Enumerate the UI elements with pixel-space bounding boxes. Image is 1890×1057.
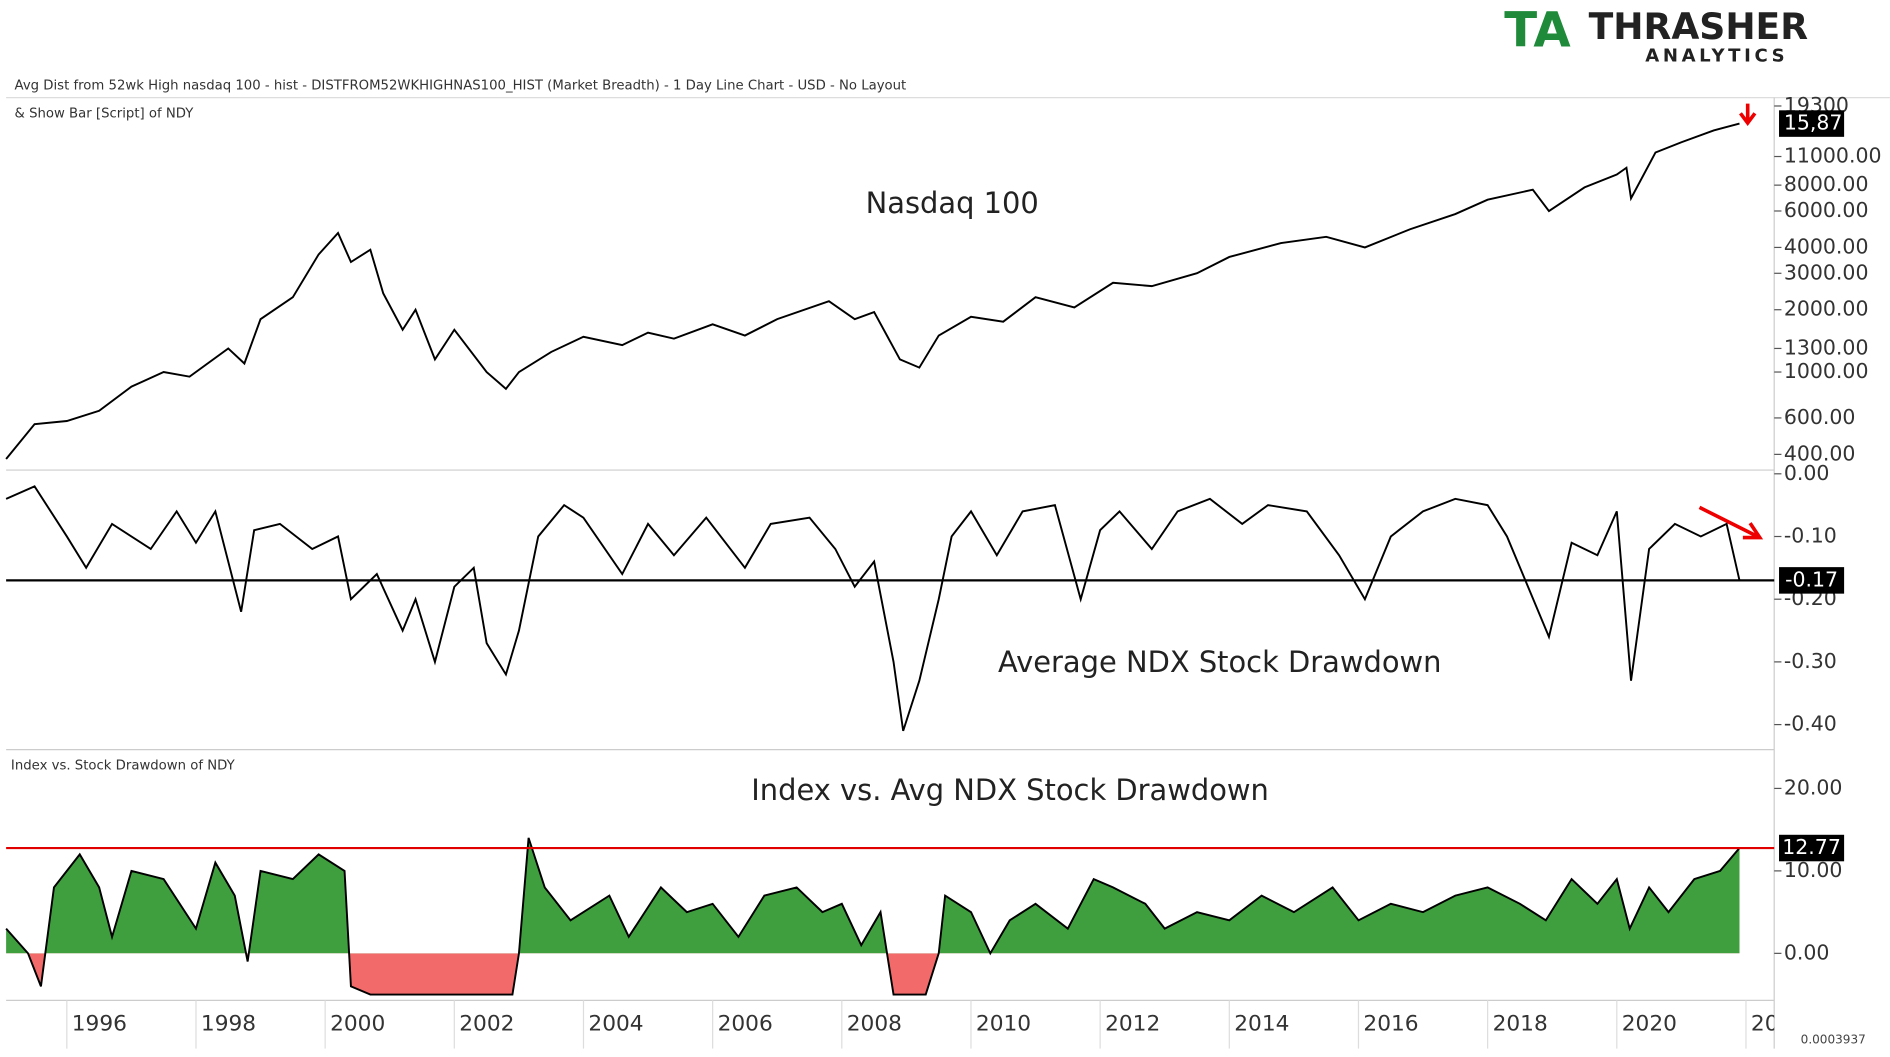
value-label: 12.77 [1782, 835, 1841, 859]
x-tick-label: 1998 [201, 1011, 256, 1036]
value-box [1779, 834, 1845, 862]
arrow [1698, 505, 1764, 540]
y-tick-label: 4000.00 [1784, 234, 1869, 258]
y-tick-label: -0.30 [1784, 649, 1837, 673]
value-box [1779, 110, 1845, 137]
y-tick-label: 0.00 [1784, 940, 1830, 964]
y-tick-label: 0.00 [1784, 461, 1830, 485]
y-tick-label: 2000.00 [1784, 297, 1869, 321]
area-below [6, 953, 1740, 995]
y-tick-label: -0.10 [1784, 524, 1837, 548]
x-tick-label: 2010 [976, 1011, 1031, 1036]
x-tick-label: 2018 [1493, 1011, 1548, 1036]
y-tick-label: 6000.00 [1784, 198, 1869, 222]
panel-title: Index vs. Avg NDX Stock Drawdown [751, 773, 1269, 807]
panel [5, 485, 1741, 732]
x-tick-label: 2004 [588, 1011, 643, 1036]
x-tick-label: 2022 [1751, 1011, 1806, 1036]
panel-title: Nasdaq 100 [866, 186, 1039, 220]
y-tick-label: 20.00 [1784, 775, 1843, 799]
x-tick-label: 2006 [718, 1011, 773, 1036]
x-tick-label: 2000 [330, 1011, 385, 1036]
x-tick-label: 2020 [1622, 1011, 1677, 1036]
y-tick-label: 1300.00 [1784, 335, 1869, 359]
panel-title: Average NDX Stock Drawdown [998, 645, 1441, 679]
panel-label: & Show Bar [Script] of NDY [15, 106, 195, 121]
footer-scale: 0.0003937 [1801, 1033, 1866, 1047]
value-label: -0.17 [1785, 567, 1838, 591]
x-tick-label: 1996 [72, 1011, 127, 1036]
header: Avg Dist from 52wk High nasdaq 100 - his… [15, 79, 907, 94]
x-tick-label: 2014 [1234, 1011, 1289, 1036]
area-above [6, 837, 1740, 954]
logo-mark: TA [1504, 3, 1571, 59]
y-tick-label: 600.00 [1784, 405, 1856, 429]
x-tick-label: 2016 [1363, 1011, 1418, 1036]
y-tick-label: 10.00 [1784, 858, 1843, 882]
logo-sub: ANALYTICS [1645, 46, 1788, 67]
y-tick-label: 400.00 [1784, 441, 1856, 465]
y-tick-label: 3000.00 [1784, 260, 1869, 284]
value-label: 15,87 [1784, 111, 1843, 135]
x-tick-label: 2002 [459, 1011, 514, 1036]
line [5, 485, 1741, 732]
y-tick-label: 8000.00 [1784, 172, 1869, 196]
panel-label: Index vs. Stock Drawdown of NDY [11, 758, 236, 773]
x-axis: 1996 1998 2000 2002 2004 2006 2008 2010 2012 2014… [66, 1000, 1806, 1049]
line [5, 837, 1741, 996]
arrow [1739, 103, 1757, 126]
panel [5, 122, 1740, 460]
x-tick-label: 2008 [847, 1011, 902, 1036]
line [5, 122, 1740, 460]
y-tick-label: -0.40 [1784, 712, 1837, 736]
x-tick-label: 2012 [1105, 1011, 1160, 1036]
panel [5, 837, 1741, 996]
value-box [1779, 567, 1845, 594]
logo-name: THRASHER [1589, 5, 1809, 48]
y-tick-label: 11000.00 [1784, 144, 1882, 168]
y-tick-label: 1000.00 [1784, 359, 1869, 383]
